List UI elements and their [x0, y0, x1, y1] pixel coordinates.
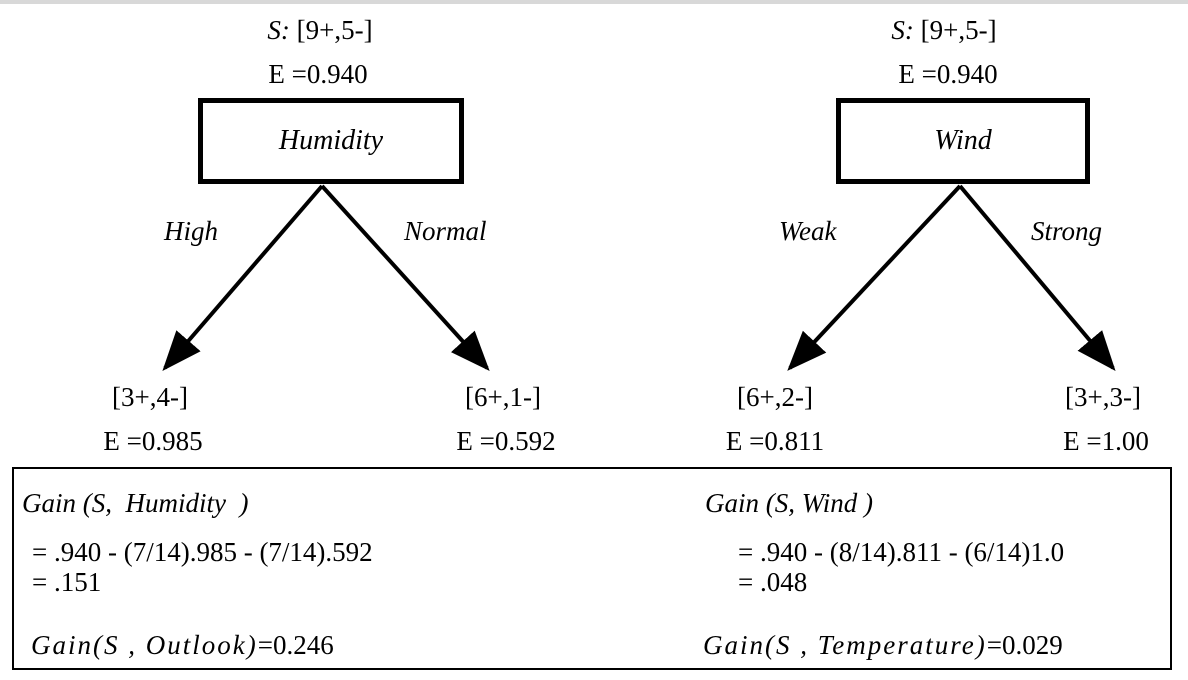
humidity-node-label: Humidity [278, 125, 384, 156]
edge-humidity-high [162, 184, 324, 372]
gain-panel [12, 467, 1172, 670]
humidity-high-counts: [3+,4-] [112, 382, 188, 412]
gain-wind-title: Gain (S, Wind ) [705, 488, 873, 518]
gain-humidity-result: = .151 [32, 567, 102, 597]
wind-weak-entropy: E =0.811 [725, 426, 825, 456]
wind-weak-counts: [6+,2-] [737, 382, 813, 412]
gain-outlook-label: Gain(S , Outlook) [31, 630, 258, 660]
humidity-high-entropy: E =0.985 [103, 426, 203, 456]
humidity-root-set: S: [9+,5-] [267, 15, 373, 45]
wind-strong-entropy: E =1.00 [1063, 426, 1149, 456]
wind-node-label: Wind [934, 125, 992, 156]
wind-node: Wind [836, 98, 1090, 184]
humidity-normal-counts: [6+,1-] [465, 382, 541, 412]
gain-outlook: Gain(S , Outlook)=0.246 [31, 632, 334, 659]
edge-humidity-normal [320, 184, 490, 371]
wind-root-entropy: E =0.940 [898, 59, 998, 89]
branch-label-high: High [164, 216, 218, 246]
branch-label-weak: Weak [779, 216, 837, 246]
humidity-root-entropy: E =0.940 [268, 59, 368, 89]
edge-wind-strong [958, 184, 1116, 372]
branch-label-strong: Strong [1031, 216, 1103, 246]
wind-root-set: S: [9+,5-] [891, 15, 997, 45]
humidity-normal-entropy: E =0.592 [456, 426, 556, 456]
gain-temperature: Gain(S , Temperature)=0.029 [703, 632, 1063, 659]
top-border [0, 0, 1188, 4]
gain-temperature-label: Gain(S , Temperature) [703, 630, 987, 660]
gain-wind-calc: = .940 - (8/14).811 - (6/14)1.0 [738, 537, 1065, 567]
gain-outlook-value: =0.246 [257, 630, 334, 660]
humidity-node: Humidity [198, 98, 464, 184]
wind-strong-counts: [3+,3-] [1065, 382, 1141, 412]
branch-label-normal: Normal [404, 216, 487, 246]
gain-humidity-calc: = .940 - (7/14).985 - (7/14).592 [32, 537, 373, 567]
edge-wind-weak [787, 184, 962, 371]
gain-humidity-title: Gain (S, Humidity ) [22, 488, 249, 518]
gain-wind-result: = .048 [738, 567, 808, 597]
gain-temperature-value: =0.029 [986, 630, 1063, 660]
